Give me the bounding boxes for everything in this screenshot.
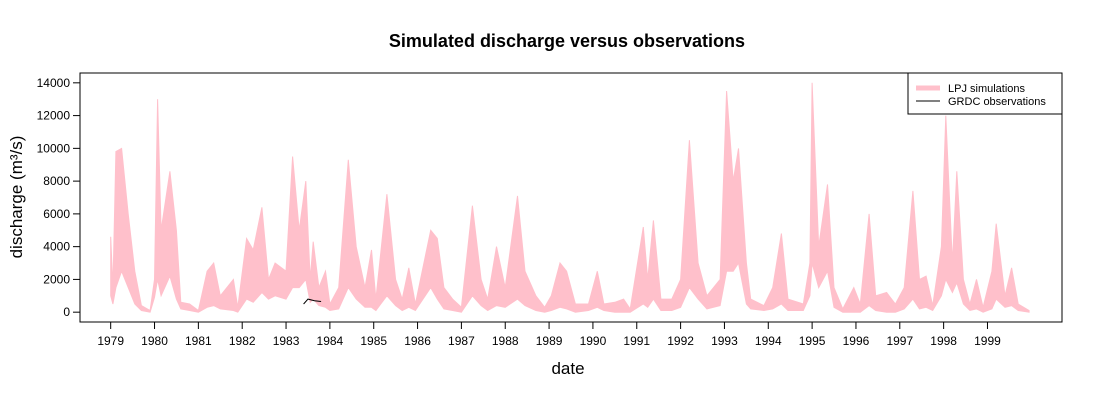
chart-title: Simulated discharge versus observations — [389, 31, 745, 51]
x-tick-label: 1984 — [317, 334, 344, 348]
x-tick-label: 1993 — [711, 334, 738, 348]
x-tick-label: 1980 — [141, 334, 168, 348]
x-tick-label: 1999 — [974, 334, 1001, 348]
x-axis-label: date — [551, 359, 584, 378]
x-tick-label: 1992 — [667, 334, 694, 348]
y-tick-label: 0 — [63, 305, 70, 319]
y-tick-label: 12000 — [37, 109, 71, 123]
y-axis-label: discharge (m³/s) — [7, 136, 26, 259]
x-tick-label: 1986 — [404, 334, 431, 348]
x-tick-label: 1979 — [97, 334, 124, 348]
x-tick-label: 1983 — [273, 334, 300, 348]
simulation-band — [110, 82, 1030, 313]
x-tick-label: 1997 — [886, 334, 913, 348]
observation-line — [303, 298, 322, 305]
legend-label: LPJ simulations — [948, 83, 1026, 95]
legend-label: GRDC observations — [948, 96, 1046, 108]
legend-box — [907, 72, 1063, 115]
y-tick-label: 6000 — [43, 207, 70, 221]
x-tick-label: 1982 — [229, 334, 256, 348]
y-tick-label: 8000 — [43, 174, 70, 188]
x-tick-label: 1990 — [580, 334, 607, 348]
y-tick-label: 4000 — [43, 240, 70, 254]
y-tick-label: 10000 — [37, 141, 71, 155]
x-tick-label: 1991 — [623, 334, 650, 348]
y-tick-label: 14000 — [37, 76, 71, 90]
x-tick-label: 1988 — [492, 334, 519, 348]
x-tick-label: 1987 — [448, 334, 475, 348]
x-tick-label: 1989 — [536, 334, 563, 348]
x-tick-label: 1996 — [843, 334, 870, 348]
x-tick-label: 1981 — [185, 334, 212, 348]
x-tick-label: 1995 — [799, 334, 826, 348]
x-tick-label: 1994 — [755, 334, 782, 348]
x-tick-label: 1998 — [930, 334, 957, 348]
y-tick-label: 2000 — [43, 272, 70, 286]
x-tick-label: 1985 — [360, 334, 387, 348]
